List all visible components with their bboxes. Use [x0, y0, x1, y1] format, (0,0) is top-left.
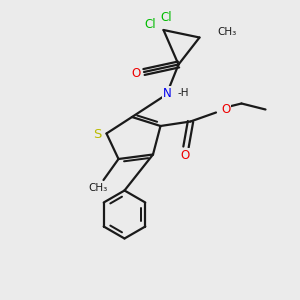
Text: CH₃: CH₃ — [88, 183, 108, 194]
Text: S: S — [93, 128, 102, 142]
Text: CH₃: CH₃ — [218, 27, 237, 37]
Text: -H: -H — [177, 88, 189, 98]
Text: Cl: Cl — [144, 18, 156, 31]
Text: N: N — [163, 86, 172, 100]
Text: O: O — [181, 149, 190, 162]
Text: O: O — [221, 103, 231, 116]
Text: Cl: Cl — [161, 11, 172, 24]
Text: O: O — [131, 67, 140, 80]
